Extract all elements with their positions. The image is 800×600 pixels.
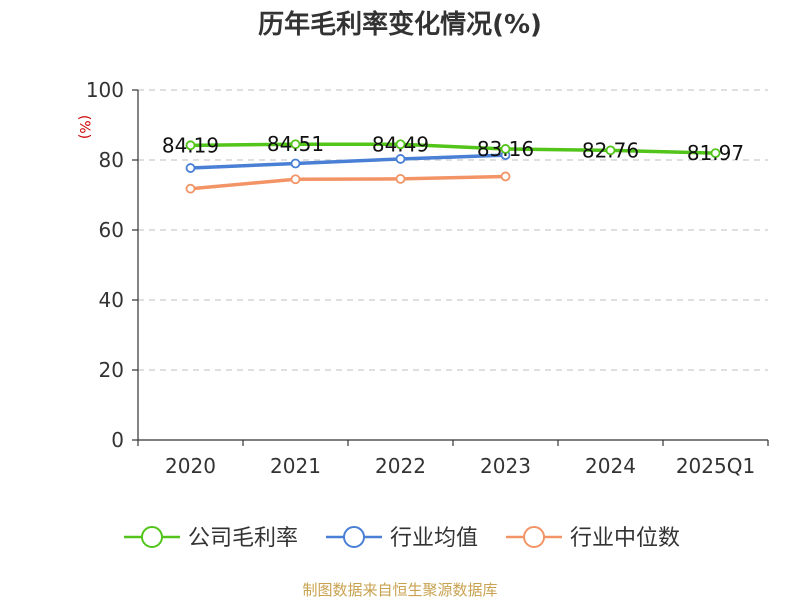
data-point bbox=[500, 144, 511, 154]
series-line bbox=[188, 153, 508, 170]
series-line bbox=[188, 174, 508, 191]
data-point bbox=[290, 158, 301, 169]
axis-layer: 0 20 40 60 80 100 2020 2021 2022 2023 2024 2025Q1 bbox=[86, 78, 769, 478]
y-tick-label: 80 bbox=[99, 148, 124, 172]
data-label: 81.97 bbox=[687, 141, 744, 165]
x-tick-label: 2020 bbox=[165, 454, 216, 478]
legend-swatch-marker bbox=[141, 526, 163, 548]
data-point bbox=[395, 173, 406, 184]
grid-layer bbox=[138, 89, 768, 371]
legend-label: 行业中位数 bbox=[570, 526, 680, 551]
data-point bbox=[395, 154, 406, 164]
chart-title: 历年毛利率变化情况(%) bbox=[258, 9, 542, 40]
y-tick-label: 100 bbox=[86, 78, 124, 102]
data-point bbox=[290, 174, 301, 185]
data-label: 82.76 bbox=[582, 138, 639, 162]
series-line bbox=[188, 142, 718, 155]
x-tick-label: 2022 bbox=[375, 454, 426, 478]
data-point bbox=[710, 148, 721, 159]
x-tick-label: 2023 bbox=[480, 454, 531, 478]
data-source-note: 制图数据来自恒生聚源数据库 bbox=[302, 581, 497, 599]
legend-swatch-marker bbox=[523, 526, 546, 548]
legend-label: 公司毛利率 bbox=[188, 526, 298, 551]
data-point bbox=[500, 171, 511, 182]
y-tick-label: 0 bbox=[111, 428, 124, 452]
legend-label: 行业均值 bbox=[390, 526, 478, 551]
x-tick-label: 2021 bbox=[270, 454, 321, 478]
data-label: 84.49 bbox=[372, 132, 429, 156]
x-tick-label: 2025Q1 bbox=[676, 454, 755, 478]
data-label: 83.16 bbox=[477, 137, 534, 161]
data-label: 84.19 bbox=[162, 133, 219, 157]
legend: 公司毛利率 行业均值 行业中位数 bbox=[124, 526, 680, 551]
y-tick-label: 60 bbox=[99, 218, 124, 242]
y-tick-label: 20 bbox=[99, 358, 124, 382]
data-point bbox=[185, 183, 196, 194]
data-point bbox=[395, 139, 406, 150]
data-label: 84.51 bbox=[267, 132, 324, 156]
data-point bbox=[185, 140, 196, 151]
x-tick-label: 2024 bbox=[585, 454, 636, 478]
data-point bbox=[185, 163, 196, 173]
data-label-layer: 84.19 84.51 84.49 83.16 82.76 81.97 bbox=[162, 132, 744, 165]
y-axis-unit-label: (%) bbox=[76, 115, 92, 139]
legend-swatch-marker bbox=[343, 526, 366, 548]
data-point bbox=[605, 145, 616, 156]
data-point bbox=[290, 139, 301, 150]
y-tick-label: 40 bbox=[99, 288, 124, 312]
series-layer bbox=[185, 139, 721, 194]
